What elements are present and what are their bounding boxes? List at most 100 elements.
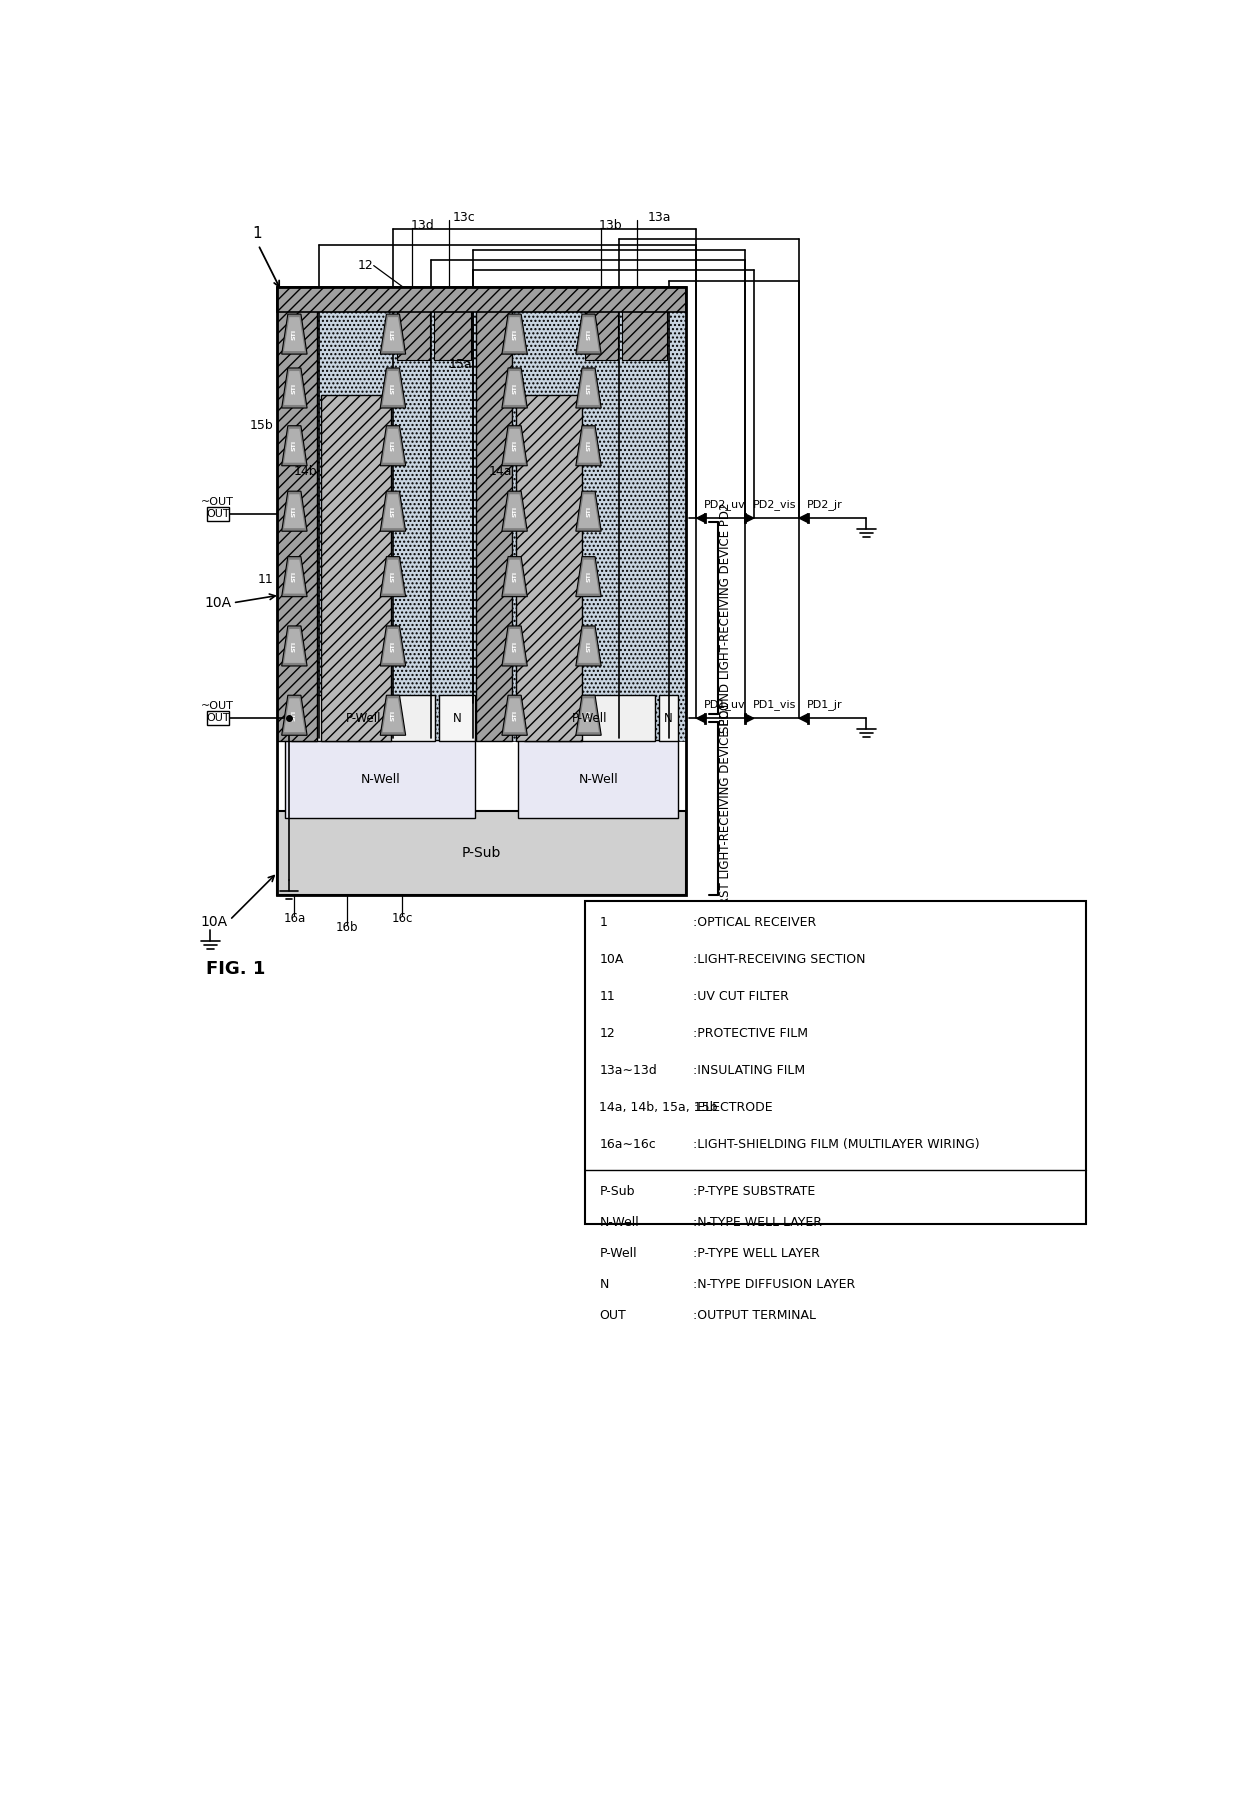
Bar [439,695,475,742]
Polygon shape [502,695,527,735]
Bar [585,287,618,361]
Polygon shape [281,314,308,354]
Polygon shape [578,629,599,663]
Text: STI: STI [391,440,396,451]
Text: STI: STI [512,709,517,720]
Polygon shape [799,514,807,523]
Text: 13c: 13c [453,212,475,224]
Text: STI: STI [291,440,296,451]
Polygon shape [575,314,601,354]
Polygon shape [578,494,599,528]
Text: OUT: OUT [206,510,229,519]
Text: STI: STI [587,709,591,720]
Text: P-Well: P-Well [599,1246,637,1261]
Polygon shape [502,627,527,666]
Bar [516,395,583,742]
Text: 14b: 14b [294,465,317,478]
Text: 13b: 13b [598,219,622,232]
Text: STI: STI [291,571,296,582]
Text: ~OUT: ~OUT [201,497,234,506]
Polygon shape [575,368,601,408]
Polygon shape [578,560,599,594]
Text: 16c: 16c [392,912,413,925]
Text: SECOND LIGHT-RECEIVING DEVICE PD2: SECOND LIGHT-RECEIVING DEVICE PD2 [719,503,732,733]
Text: STI: STI [291,329,296,339]
Text: 10A: 10A [205,596,231,611]
Polygon shape [578,699,599,733]
Text: 11: 11 [599,990,615,1002]
Polygon shape [383,372,403,404]
Text: STI: STI [512,571,517,582]
Text: STI: STI [391,329,396,339]
Polygon shape [502,557,527,596]
Polygon shape [502,426,527,465]
Text: PD1_jr: PD1_jr [806,699,842,709]
Polygon shape [578,429,599,463]
Text: PD2_uv: PD2_uv [704,499,745,510]
Text: STI: STI [391,641,396,652]
Polygon shape [381,368,405,408]
Text: STI: STI [512,329,517,339]
Polygon shape [505,429,525,463]
Polygon shape [745,715,754,722]
Text: P-Sub: P-Sub [599,1185,635,1198]
Polygon shape [284,699,305,733]
Text: PD2_vis: PD2_vis [753,499,796,510]
Polygon shape [284,560,305,594]
Polygon shape [505,560,525,594]
Text: 10A: 10A [201,916,227,929]
Polygon shape [505,629,525,663]
Text: 15b: 15b [249,418,274,433]
Text: STI: STI [587,506,591,517]
Polygon shape [575,490,601,532]
Text: STI: STI [391,506,396,517]
Text: STI: STI [512,641,517,652]
Text: 1: 1 [252,226,262,241]
Bar [518,740,678,819]
Text: :P-TYPE WELL LAYER: :P-TYPE WELL LAYER [693,1246,820,1261]
Bar [434,287,471,361]
Polygon shape [505,372,525,404]
Text: :P-TYPE SUBSTRATE: :P-TYPE SUBSTRATE [693,1185,816,1198]
Polygon shape [578,372,599,404]
Text: STI: STI [587,571,591,582]
Text: :OUTPUT TERMINAL: :OUTPUT TERMINAL [693,1309,816,1322]
Polygon shape [502,368,527,408]
Polygon shape [383,560,403,594]
Text: ~OUT: ~OUT [201,700,234,711]
Text: P-Sub: P-Sub [461,846,501,860]
Polygon shape [745,514,754,523]
Polygon shape [281,557,308,596]
Text: STI: STI [587,329,591,339]
Polygon shape [381,627,405,666]
Polygon shape [381,490,405,532]
Polygon shape [281,490,308,532]
Text: PD1_vis: PD1_vis [753,699,796,709]
Bar [207,506,229,521]
Text: N: N [663,711,672,726]
Bar [278,287,686,313]
Bar [285,740,475,819]
Polygon shape [502,314,527,354]
Polygon shape [383,699,403,733]
Polygon shape [575,695,601,735]
Bar [291,695,435,742]
Text: 13a: 13a [647,212,671,224]
Text: 12: 12 [358,259,373,271]
Text: 10A: 10A [599,954,624,966]
Polygon shape [502,490,527,532]
Polygon shape [383,494,403,528]
Text: 16a: 16a [283,912,305,925]
Bar [278,810,686,896]
Bar [523,695,655,742]
Bar [585,902,1086,1225]
Text: STI: STI [512,383,517,393]
Text: N: N [453,711,461,726]
Text: 11: 11 [258,573,274,585]
Text: STI: STI [587,641,591,652]
Bar [278,287,317,742]
Text: :LIGHT-SHIELDING FILM (MULTILAYER WIRING): :LIGHT-SHIELDING FILM (MULTILAYER WIRING… [693,1137,980,1151]
Polygon shape [281,695,308,735]
Text: OUT: OUT [599,1309,626,1322]
Polygon shape [799,715,807,722]
